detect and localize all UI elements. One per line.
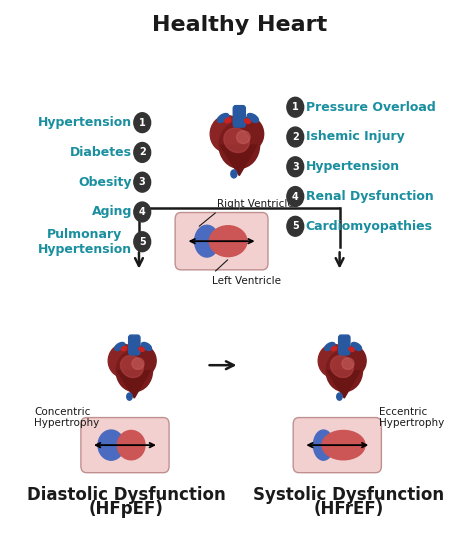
Text: Right Ventricle: Right Ventricle bbox=[218, 199, 294, 209]
Ellipse shape bbox=[331, 346, 337, 351]
Ellipse shape bbox=[339, 346, 366, 376]
Ellipse shape bbox=[120, 356, 143, 377]
Ellipse shape bbox=[129, 346, 156, 376]
Ellipse shape bbox=[210, 116, 244, 152]
FancyBboxPatch shape bbox=[128, 335, 140, 355]
Text: Eccentric
Hypertrophy: Eccentric Hypertrophy bbox=[379, 407, 445, 428]
Polygon shape bbox=[328, 371, 360, 398]
Text: Left Ventricle: Left Ventricle bbox=[212, 275, 281, 285]
Ellipse shape bbox=[349, 347, 354, 351]
Text: Ishemic Injury: Ishemic Injury bbox=[306, 131, 404, 143]
Text: (HFrEF): (HFrEF) bbox=[314, 500, 384, 518]
Text: Diabetes: Diabetes bbox=[70, 146, 132, 159]
Ellipse shape bbox=[132, 358, 144, 370]
Ellipse shape bbox=[337, 393, 342, 400]
Ellipse shape bbox=[219, 122, 260, 168]
Ellipse shape bbox=[234, 117, 264, 151]
Text: Hypertension: Hypertension bbox=[38, 116, 132, 129]
Text: Cardiomyopathies: Cardiomyopathies bbox=[306, 220, 433, 233]
Text: (HFpEF): (HFpEF) bbox=[89, 500, 164, 518]
Ellipse shape bbox=[141, 342, 152, 351]
Circle shape bbox=[134, 232, 151, 252]
Text: 2: 2 bbox=[292, 132, 299, 142]
Ellipse shape bbox=[342, 358, 354, 370]
Text: Aging: Aging bbox=[91, 206, 132, 218]
Circle shape bbox=[287, 217, 304, 236]
Ellipse shape bbox=[325, 342, 335, 351]
Ellipse shape bbox=[116, 350, 153, 392]
Ellipse shape bbox=[121, 346, 127, 351]
Polygon shape bbox=[118, 371, 150, 398]
Circle shape bbox=[134, 142, 151, 162]
Text: Obesity: Obesity bbox=[79, 176, 132, 189]
Ellipse shape bbox=[224, 128, 249, 152]
Ellipse shape bbox=[210, 225, 247, 257]
Text: 3: 3 bbox=[139, 177, 146, 187]
Text: Diastolic Dysfunction: Diastolic Dysfunction bbox=[27, 486, 226, 505]
Circle shape bbox=[134, 202, 151, 222]
Circle shape bbox=[287, 157, 304, 177]
Text: 4: 4 bbox=[139, 207, 146, 217]
FancyBboxPatch shape bbox=[233, 106, 246, 127]
Circle shape bbox=[287, 127, 304, 147]
Ellipse shape bbox=[330, 356, 353, 377]
Text: Renal Dysfunction: Renal Dysfunction bbox=[306, 190, 433, 203]
Ellipse shape bbox=[98, 430, 124, 460]
Ellipse shape bbox=[231, 170, 237, 178]
Ellipse shape bbox=[247, 114, 258, 122]
Text: Hypertension: Hypertension bbox=[306, 160, 400, 173]
Ellipse shape bbox=[115, 342, 125, 351]
Text: 5: 5 bbox=[139, 237, 146, 247]
Text: 1: 1 bbox=[139, 117, 146, 127]
Text: 3: 3 bbox=[292, 162, 299, 172]
Text: 2: 2 bbox=[139, 147, 146, 157]
Polygon shape bbox=[220, 145, 257, 176]
FancyBboxPatch shape bbox=[81, 418, 169, 473]
Text: Healthy Heart: Healthy Heart bbox=[152, 15, 327, 35]
Text: 4: 4 bbox=[292, 192, 299, 202]
Circle shape bbox=[134, 112, 151, 132]
FancyBboxPatch shape bbox=[175, 213, 268, 270]
Ellipse shape bbox=[218, 114, 229, 122]
Circle shape bbox=[134, 172, 151, 192]
Ellipse shape bbox=[195, 225, 219, 257]
Ellipse shape bbox=[139, 347, 144, 351]
FancyBboxPatch shape bbox=[338, 335, 350, 355]
Text: Concentric
Hypertrophy: Concentric Hypertrophy bbox=[34, 407, 99, 428]
Circle shape bbox=[287, 98, 304, 117]
Ellipse shape bbox=[237, 131, 250, 143]
Text: Systolic Dysfunction: Systolic Dysfunction bbox=[254, 486, 445, 505]
Text: Pressure Overload: Pressure Overload bbox=[306, 101, 435, 114]
Ellipse shape bbox=[313, 430, 333, 460]
Ellipse shape bbox=[318, 344, 348, 377]
Ellipse shape bbox=[245, 119, 250, 124]
Circle shape bbox=[287, 187, 304, 207]
Ellipse shape bbox=[326, 350, 363, 392]
Text: 5: 5 bbox=[292, 221, 299, 231]
Ellipse shape bbox=[322, 430, 365, 460]
Text: 1: 1 bbox=[292, 102, 299, 112]
Ellipse shape bbox=[117, 430, 145, 460]
Ellipse shape bbox=[127, 393, 132, 400]
Ellipse shape bbox=[108, 344, 138, 377]
Ellipse shape bbox=[351, 342, 362, 351]
Text: Pulmonary
Hypertension: Pulmonary Hypertension bbox=[38, 228, 132, 256]
FancyBboxPatch shape bbox=[293, 418, 382, 473]
Ellipse shape bbox=[225, 118, 231, 122]
